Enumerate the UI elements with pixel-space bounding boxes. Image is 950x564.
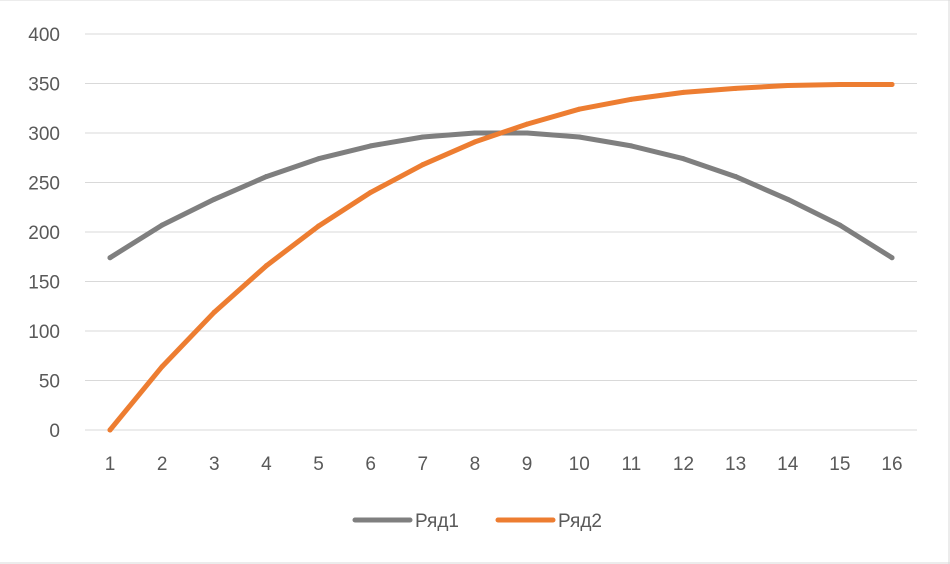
series-2-point	[316, 223, 322, 229]
series-1-point	[472, 130, 478, 136]
x-tick-label: 4	[261, 454, 272, 475]
legend-label-1: Ряд1	[415, 511, 459, 532]
series-1-point	[628, 143, 634, 149]
y-tick-label: 0	[49, 421, 60, 442]
series-2-point	[524, 121, 530, 127]
x-tick-label: 10	[569, 454, 590, 475]
y-tick-label: 200	[28, 223, 60, 244]
series-1-point	[524, 130, 530, 136]
series-1-point	[263, 174, 269, 180]
legend-label-2: Ряд2	[558, 511, 602, 532]
series-2-point	[159, 364, 165, 370]
series-1-point	[837, 222, 843, 228]
x-tick-label: 16	[881, 454, 902, 475]
series-2-point	[420, 162, 426, 168]
series-2-point	[785, 82, 791, 88]
y-tick-label: 150	[28, 273, 60, 294]
y-tick-label: 50	[39, 372, 60, 393]
x-tick-label: 3	[209, 454, 220, 475]
x-axis-tick-labels: 1 2 3 4 5 6 7 8 9 10 11 12 13 14 15 16	[105, 454, 903, 475]
series-1-point	[107, 255, 113, 261]
x-tick-label: 1	[105, 454, 116, 475]
series-2-point	[733, 85, 739, 91]
x-tick-label: 8	[470, 454, 481, 475]
series-1-point	[576, 134, 582, 140]
series-1-point	[889, 255, 895, 261]
series-1-point	[785, 196, 791, 202]
x-tick-label: 13	[725, 454, 746, 475]
x-tick-label: 12	[673, 454, 694, 475]
series-2-point	[837, 81, 843, 87]
series-1-point	[733, 174, 739, 180]
series-1-point	[316, 156, 322, 162]
series-2-point	[368, 189, 374, 195]
y-tick-label: 300	[28, 124, 60, 145]
series-2-point	[628, 96, 634, 102]
y-tick-label: 350	[28, 75, 60, 96]
y-tick-label: 250	[28, 174, 60, 195]
x-tick-label: 2	[157, 454, 168, 475]
gridlines	[85, 33, 917, 431]
y-axis-tick-labels: 0 50 100 150 200 250 300 350 400	[28, 25, 60, 442]
series-1-point	[368, 143, 374, 149]
x-tick-label: 7	[418, 454, 429, 475]
series-1-point	[211, 196, 217, 202]
series-lines	[107, 81, 895, 433]
series-2-point	[889, 81, 895, 87]
series-1-point	[420, 134, 426, 140]
series-line-2	[107, 82, 895, 433]
series-2-point	[472, 139, 478, 145]
y-tick-label: 100	[28, 322, 60, 343]
series-2-point	[680, 89, 686, 95]
x-tick-label: 5	[313, 454, 324, 475]
series-2-point	[211, 309, 217, 315]
legend: Ряд1 Ряд2	[352, 511, 602, 532]
series-1-point	[159, 222, 165, 228]
y-tick-label: 400	[28, 25, 60, 46]
x-tick-label: 15	[829, 454, 850, 475]
series-2-point	[107, 427, 113, 433]
x-tick-label: 11	[621, 454, 641, 475]
series-line-1	[107, 130, 895, 261]
x-tick-label: 6	[365, 454, 376, 475]
series-1-point	[680, 156, 686, 162]
series-2-point	[576, 106, 582, 112]
x-tick-label: 9	[522, 454, 533, 475]
series-2-point	[263, 263, 269, 269]
x-tick-label: 14	[777, 454, 799, 475]
